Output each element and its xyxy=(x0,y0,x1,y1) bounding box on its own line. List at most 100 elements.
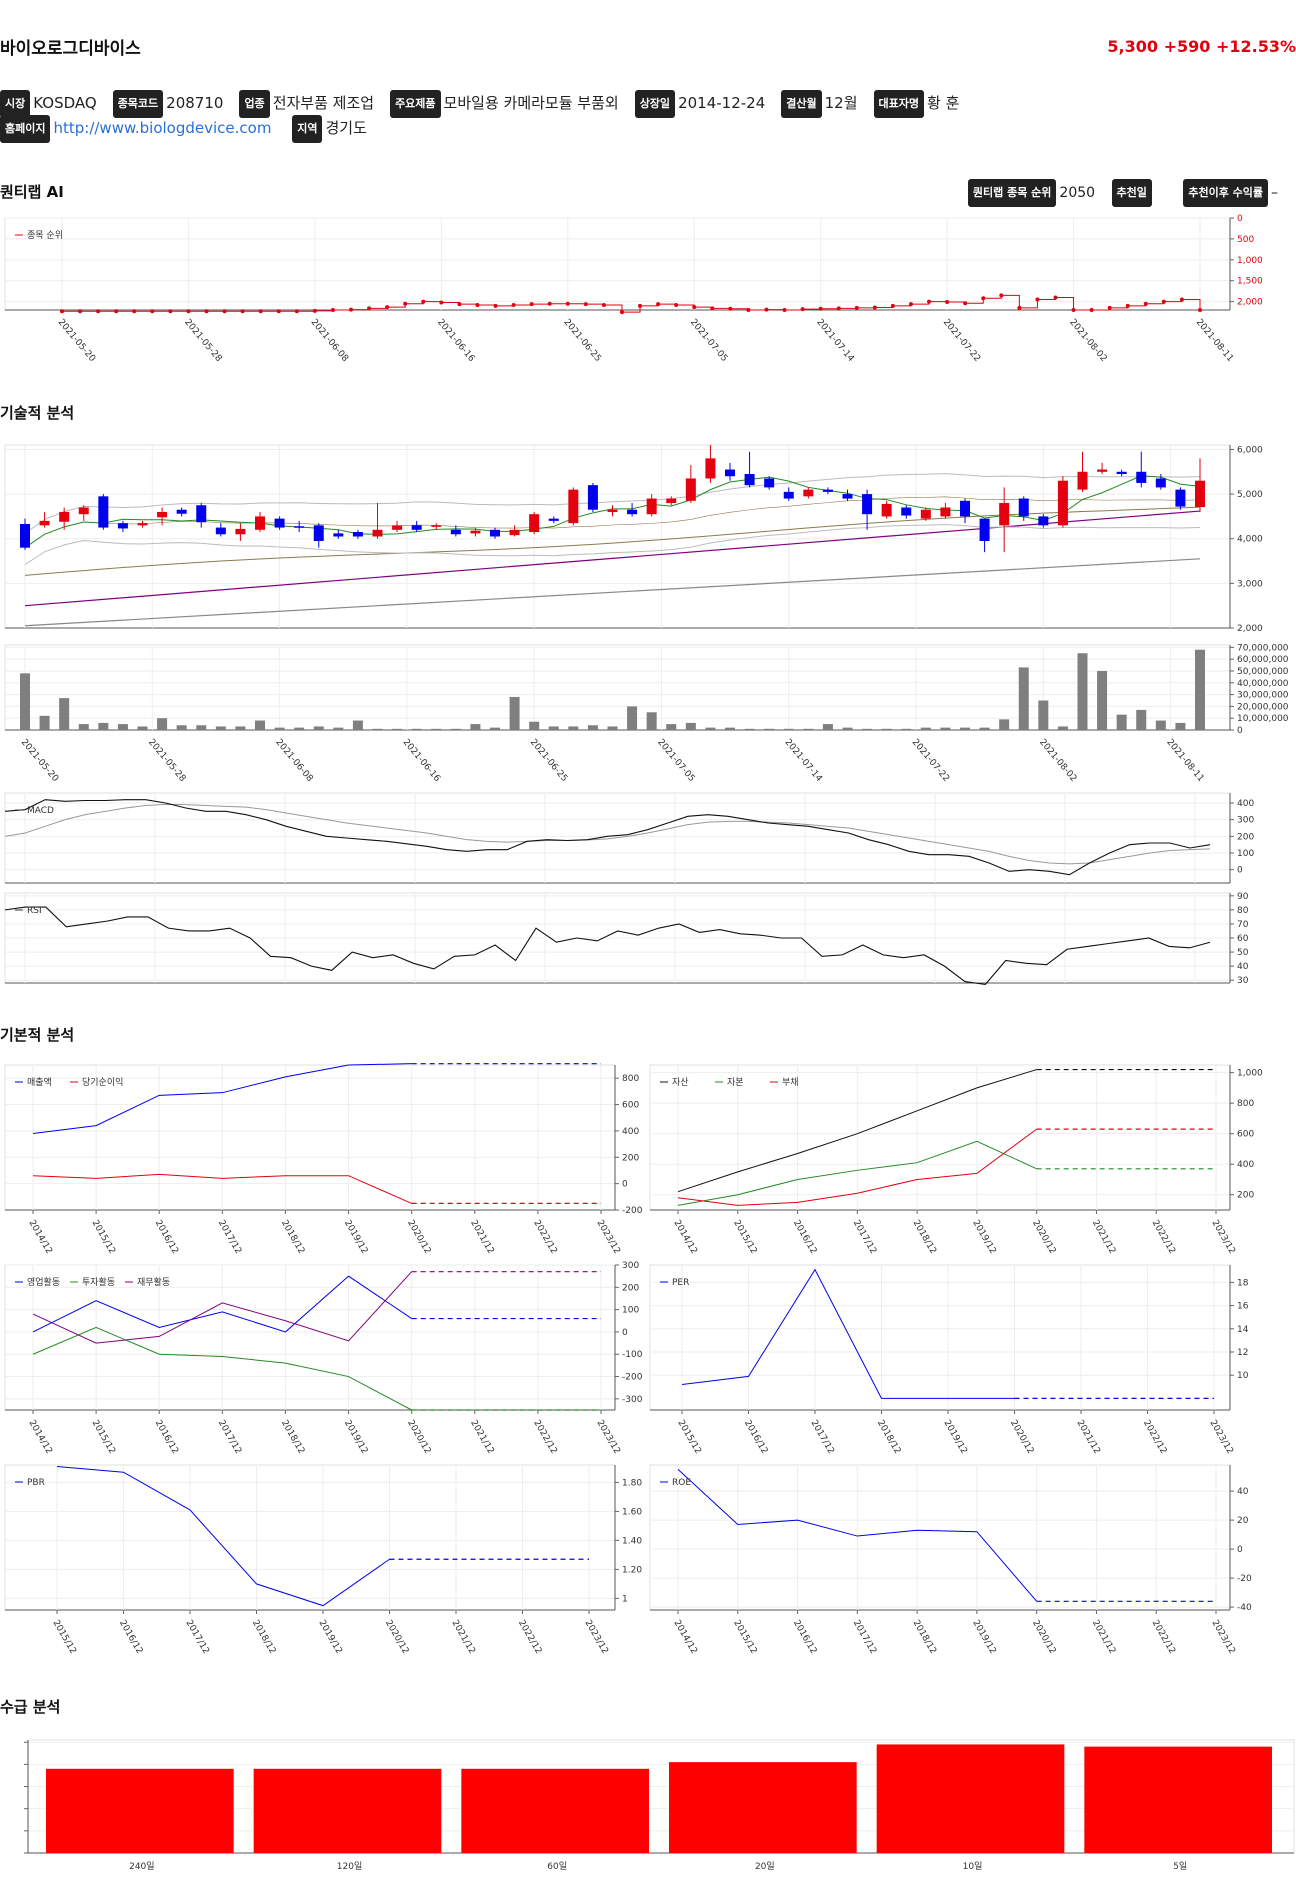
candle-body xyxy=(1175,489,1186,507)
legend-label: 투자활동 xyxy=(82,1276,115,1288)
candle-body xyxy=(196,505,207,523)
x-tick-label: 2020/12 xyxy=(1030,1619,1057,1656)
volume-bar xyxy=(117,724,128,730)
x-tick-label: 2021-06-16 xyxy=(435,318,476,365)
x-tick-label: 2021/12 xyxy=(1090,1219,1117,1256)
legend-label: PBR xyxy=(27,1478,45,1488)
y-tick-label: 1.60 xyxy=(622,1507,642,1517)
series-line xyxy=(677,1128,1037,1206)
x-tick-label: 2016/12 xyxy=(117,1619,144,1656)
series-line xyxy=(32,1326,412,1411)
candle-body xyxy=(803,489,814,497)
x-tick-label: 2015/12 xyxy=(90,1419,117,1456)
cashflow-chart xyxy=(4,1264,619,1414)
volume-bar xyxy=(1195,649,1205,730)
info-badge: 결산월 xyxy=(781,90,822,118)
x-tick-label: 2021-07-14 xyxy=(814,318,855,365)
x-tick-label: 2021-07-22 xyxy=(941,318,982,365)
y-tick-label: 1 xyxy=(622,1594,628,1604)
volume-bar xyxy=(920,727,931,730)
y-tick-label: 6,000 xyxy=(1237,445,1263,455)
volume-bar xyxy=(1116,714,1127,730)
legend-label: RSI xyxy=(27,906,42,916)
series-line xyxy=(677,1069,1037,1193)
y-tick-label: -300 xyxy=(622,1395,643,1405)
y-tick-label: 2,000 xyxy=(1237,298,1263,308)
current-price: 5,300 xyxy=(1107,37,1158,56)
candle-body xyxy=(450,529,461,535)
rank-point xyxy=(1017,305,1022,310)
homepage-link[interactable]: http://www.biologdevice.com xyxy=(53,119,272,137)
rank-point xyxy=(872,305,877,310)
volume-bar xyxy=(1018,667,1029,730)
legend-label: 재무활동 xyxy=(137,1276,170,1288)
rank-point xyxy=(927,299,932,304)
x-tick-label: 2018/12 xyxy=(250,1619,277,1656)
series-line xyxy=(56,1465,390,1607)
y-tick-label: 600 xyxy=(622,1101,639,1111)
price-change-pct: +12.53% xyxy=(1215,37,1296,56)
rank-point xyxy=(710,306,715,311)
series-line xyxy=(4,906,1211,985)
rank-point xyxy=(78,309,83,314)
volume-bar xyxy=(862,728,873,730)
volume-bar xyxy=(490,727,500,730)
plot-frame xyxy=(649,1064,1231,1211)
supply-bar xyxy=(253,1768,442,1853)
x-tick-label: 2022/12 xyxy=(1141,1419,1168,1456)
rank-point xyxy=(457,302,462,307)
candle-body xyxy=(313,525,324,541)
y-tick-label: 5,000 xyxy=(1237,490,1263,500)
volume-bar xyxy=(352,720,363,730)
company-name: 바이오로그디바이스 xyxy=(0,39,141,59)
rank-point xyxy=(800,307,805,312)
volume-bar xyxy=(1175,722,1186,730)
x-tick-label: 2021/12 xyxy=(1074,1419,1101,1456)
series-line xyxy=(32,1275,412,1333)
candle-chart xyxy=(4,444,1234,629)
rank-point xyxy=(999,293,1004,298)
series-line xyxy=(32,1063,412,1135)
info-badge: 시장 xyxy=(0,90,31,118)
x-tick-label: 2016/12 xyxy=(742,1419,769,1456)
plot-frame xyxy=(649,1264,1231,1411)
info-badge: 업종 xyxy=(239,90,270,118)
volume-bar xyxy=(215,726,226,730)
series-line xyxy=(681,1268,1015,1399)
region-badge: 지역 xyxy=(292,115,323,143)
rank-point xyxy=(421,299,426,304)
rank-point xyxy=(1143,301,1148,306)
quantilab-stats: 퀀티랩 종목 순위 2050 추천일 추천이후 수익률 – xyxy=(967,179,1278,207)
legend-label: 자본 xyxy=(727,1077,744,1088)
rank-value: 2050 xyxy=(1059,185,1096,201)
x-tick-label: 2021-06-08 xyxy=(273,738,314,785)
y-tick-label: 20,000,000 xyxy=(1237,702,1289,712)
rank-point xyxy=(529,302,534,307)
rank-point xyxy=(439,300,444,305)
x-tick-label: 2022/12 xyxy=(516,1619,543,1656)
candle-body xyxy=(920,509,931,519)
volume-bar xyxy=(627,706,638,730)
y-tick-label: 3,000 xyxy=(1237,579,1263,589)
x-tick-label: 2020/12 xyxy=(1008,1419,1035,1456)
volume-bar xyxy=(372,728,383,730)
candle-body xyxy=(372,529,383,537)
info-badge: 상장일 xyxy=(634,90,676,118)
y-tick-label: 30,000,000 xyxy=(1237,691,1289,701)
volume-bar xyxy=(705,727,716,730)
supply-bar xyxy=(461,1768,649,1853)
y-tick-label: 40 xyxy=(1237,962,1249,972)
candle-body xyxy=(20,524,30,548)
candle-body xyxy=(646,498,657,515)
y-tick-label: 1.40 xyxy=(622,1536,642,1546)
x-tick-label: 2015/12 xyxy=(731,1619,758,1656)
plot-frame xyxy=(27,1739,1295,1854)
x-tick-label: 2020/12 xyxy=(1030,1219,1057,1256)
volume-bar xyxy=(960,727,970,730)
legend-label: 영업활동 xyxy=(27,1276,60,1288)
volume-bar xyxy=(1057,726,1068,730)
candle-body xyxy=(431,525,442,527)
rec-date-badge: 추천일 xyxy=(1111,179,1152,207)
legend-label: 종목 순위 xyxy=(27,230,63,241)
rank-point xyxy=(908,302,913,307)
